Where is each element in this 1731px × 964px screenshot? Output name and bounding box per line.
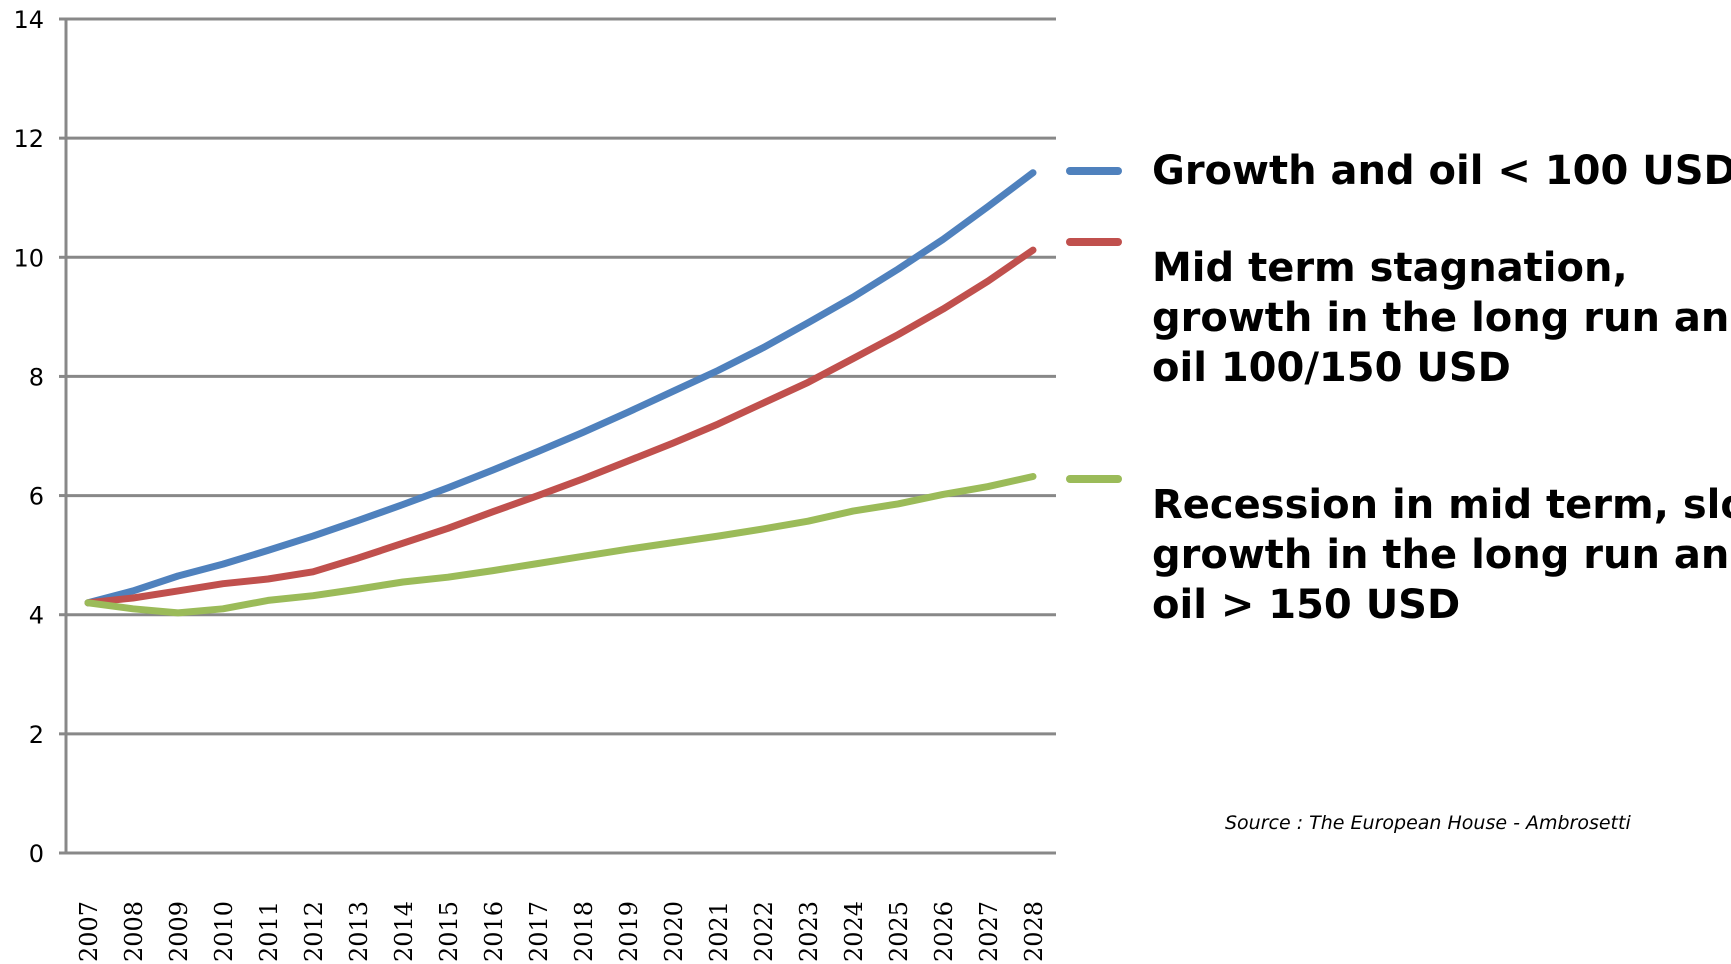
axes — [59, 17, 1056, 855]
grid-lines — [66, 17, 1056, 736]
y-tick-label-4: 4 — [29, 602, 44, 630]
x-tick-label-2018: 2018 — [570, 901, 598, 962]
y-tick-label-2: 2 — [29, 721, 44, 749]
x-tick-label-2023: 2023 — [795, 901, 823, 962]
x-tick-label-2010: 2010 — [210, 901, 238, 962]
x-tick-label-2007: 2007 — [75, 901, 103, 962]
y-tick-label-10: 10 — [13, 244, 44, 272]
legend-label-line: oil > 150 USD — [1152, 582, 1461, 628]
x-tick-label-2009: 2009 — [165, 901, 193, 962]
legend-label-line: growth in the long run and — [1152, 532, 1731, 578]
series-line-1 — [84, 246, 1037, 607]
y-tick-label-8: 8 — [29, 363, 44, 391]
x-tick-label-2011: 2011 — [255, 901, 283, 962]
x-tick-label-2022: 2022 — [750, 901, 778, 962]
x-tick-label-2024: 2024 — [840, 901, 868, 962]
x-tick-label-2008: 2008 — [120, 901, 148, 962]
x-tick-label-2016: 2016 — [480, 901, 508, 962]
legend-label-recession: Recession in mid term, slow growth in th… — [1152, 480, 1731, 630]
x-tick-label-2027: 2027 — [975, 901, 1003, 962]
x-tick-label-2028: 2028 — [1020, 901, 1048, 962]
x-tick-label-2026: 2026 — [930, 901, 958, 962]
y-tick-label-0: 0 — [29, 840, 44, 868]
x-tick-label-2019: 2019 — [615, 901, 643, 962]
legend-label-line: Mid term stagnation, — [1152, 245, 1628, 291]
x-tick-label-2025: 2025 — [885, 901, 913, 962]
series-lines — [84, 169, 1037, 617]
series-line-2 — [84, 473, 1037, 617]
y-tick-label-14: 14 — [13, 6, 44, 34]
y-tick-label-12: 12 — [13, 125, 44, 153]
x-tick-label-2017: 2017 — [525, 901, 553, 962]
legend-label-line: oil 100/150 USD — [1152, 345, 1511, 391]
x-tick-label-2012: 2012 — [300, 901, 328, 962]
legend-swatch-recession — [1066, 475, 1122, 483]
x-tick-label-2015: 2015 — [435, 901, 463, 962]
legend-label-growth: Growth and oil < 100 USD — [1152, 146, 1731, 196]
y-axis-tick-labels: 0 2 4 6 8 10 12 14 — [13, 6, 44, 868]
legend-label-line: Recession in mid term, slow — [1152, 482, 1731, 528]
legend-label-line: growth in the long run and — [1152, 295, 1731, 341]
x-tick-label-2021: 2021 — [705, 901, 733, 962]
source-note: Source : The European House - Ambrosetti — [1225, 812, 1631, 834]
x-axis-tick-labels: 2007 2008 2009 2010 2011 2012 2013 2014 2015 2016… — [75, 901, 1048, 962]
x-tick-label-2013: 2013 — [345, 901, 373, 962]
legend-swatch-growth — [1066, 167, 1122, 175]
x-tick-label-2020: 2020 — [660, 901, 688, 962]
y-tick-label-6: 6 — [29, 483, 44, 511]
x-tick-label-2014: 2014 — [390, 901, 418, 962]
legend-label-line: Growth and oil < 100 USD — [1152, 148, 1731, 194]
legend-label-mid-term-stagnation: Mid term stagnation, growth in the long … — [1152, 243, 1731, 393]
series-line-0 — [84, 169, 1037, 607]
legend-swatch-mid-term-stagnation — [1066, 238, 1122, 246]
